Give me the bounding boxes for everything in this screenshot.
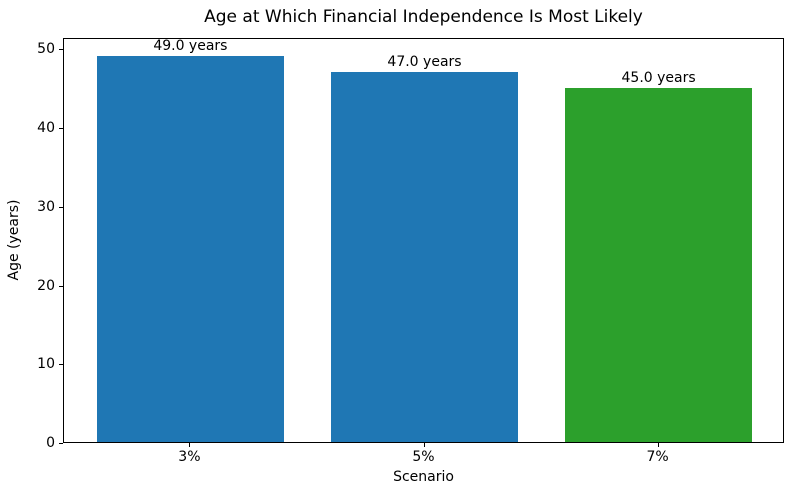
bar-value-label: 45.0 years (621, 69, 696, 86)
x-tick (423, 443, 425, 447)
bar-value-label: 49.0 years (153, 38, 228, 55)
y-tick-label: 0 (46, 435, 55, 451)
y-tick (59, 128, 63, 130)
bar-7% (565, 87, 753, 442)
bar-5% (330, 72, 519, 442)
y-tick-label: 10 (37, 356, 55, 373)
y-tick (59, 285, 63, 287)
x-tick (189, 443, 191, 447)
y-tick-label: 30 (37, 198, 55, 215)
x-tick-label: 5% (412, 449, 435, 465)
y-tick-label: 20 (37, 277, 55, 294)
x-tick-label: 7% (646, 449, 669, 465)
y-tick (59, 364, 63, 366)
y-tick (59, 206, 63, 208)
bar-3% (96, 56, 285, 442)
y-tick (59, 443, 63, 444)
x-axis-label: Scenario (393, 469, 454, 485)
plot-area: 49.0 years 47.0 years 45.0 years (63, 38, 784, 443)
chart-title: Age at Which Financial Independence Is M… (204, 7, 643, 27)
y-tick-label: 40 (37, 120, 55, 137)
y-tick (59, 49, 63, 51)
y-tick-label: 50 (37, 41, 55, 58)
x-tick-label: 3% (178, 449, 201, 465)
bar-value-label: 47.0 years (387, 54, 462, 70)
x-tick (657, 443, 659, 447)
